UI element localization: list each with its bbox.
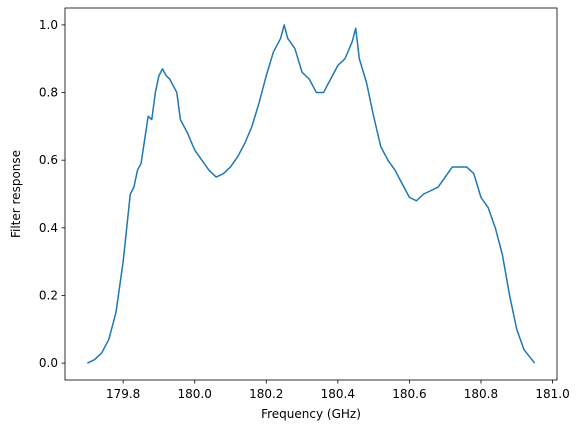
x-axis-label: Frequency (GHz) bbox=[261, 407, 361, 421]
x-tick-label: 181.0 bbox=[535, 387, 569, 401]
data-line bbox=[87, 24, 536, 364]
axes-frame bbox=[64, 7, 558, 381]
x-tick-label: 180.0 bbox=[178, 387, 212, 401]
y-axis-label: Filter response bbox=[9, 150, 23, 238]
x-tick-label: 180.8 bbox=[464, 387, 498, 401]
y-tick-label: 0.8 bbox=[39, 86, 58, 100]
y-tick-label: 0.4 bbox=[39, 221, 58, 235]
x-tick-label: 179.8 bbox=[106, 387, 140, 401]
y-tick-label: 1.0 bbox=[39, 18, 58, 32]
y-tick-label: 0.0 bbox=[39, 356, 58, 370]
x-tick-label: 180.6 bbox=[392, 387, 426, 401]
y-tick-label: 0.6 bbox=[39, 153, 58, 167]
y-tick-label: 0.2 bbox=[39, 288, 58, 302]
x-tick-label: 180.2 bbox=[249, 387, 283, 401]
x-tick-label: 180.4 bbox=[321, 387, 355, 401]
